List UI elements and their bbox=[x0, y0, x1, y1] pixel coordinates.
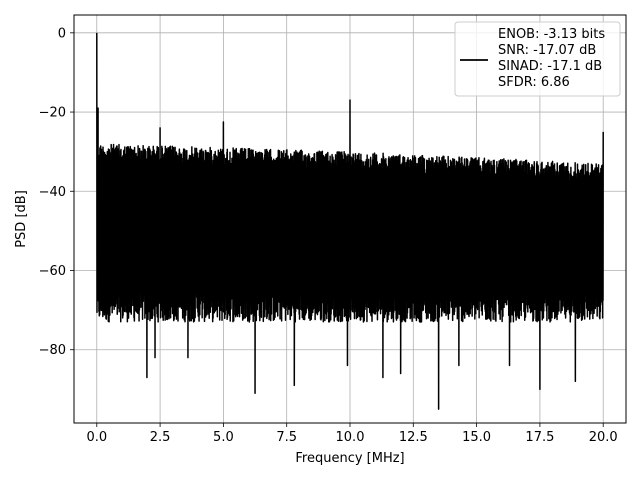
y-tick-label: 0 bbox=[58, 26, 66, 41]
x-axis-label: Frequency [MHz] bbox=[295, 451, 404, 466]
x-tick-label: 15.0 bbox=[462, 430, 491, 445]
legend: ENOB: -3.13 bits SNR: -17.07 dB SINAD: -17… bbox=[454, 21, 621, 97]
axis-ticks: 0.0 2.5 5.0 7.5 10.0 12.5 15.0 17.5 20.0 0 −20 −40 −… bbox=[39, 26, 618, 445]
x-tick-label: 5.0 bbox=[213, 430, 234, 445]
x-tick-label: 7.5 bbox=[276, 430, 297, 445]
legend-line-3: SFDR: 6.86 bbox=[498, 75, 570, 90]
legend-line-2: SINAD: -17.1 dB bbox=[498, 59, 602, 74]
x-tick-label: 12.5 bbox=[399, 430, 428, 445]
y-tick-label: −60 bbox=[39, 264, 66, 279]
psd-series-line bbox=[96, 32, 604, 410]
legend-line-0: ENOB: -3.13 bits bbox=[498, 27, 605, 42]
y-axis-label: PSD [dB] bbox=[14, 190, 29, 248]
x-tick-label: 17.5 bbox=[525, 430, 554, 445]
series-line-layer bbox=[96, 32, 604, 410]
x-tick-label: 10.0 bbox=[336, 430, 365, 445]
x-tick-label: 0.0 bbox=[86, 430, 107, 445]
legend-label: ENOB: -3.13 bits SNR: -17.07 dB SINAD: -17… bbox=[498, 27, 605, 90]
x-tick-label: 2.5 bbox=[150, 430, 171, 445]
y-tick-label: −80 bbox=[39, 343, 66, 358]
legend-line-1: SNR: -17.07 dB bbox=[498, 43, 596, 58]
y-tick-label: −40 bbox=[39, 185, 66, 200]
y-tick-label: −20 bbox=[39, 106, 66, 121]
legend-box bbox=[454, 21, 621, 97]
x-tick-label: 20.0 bbox=[589, 430, 618, 445]
